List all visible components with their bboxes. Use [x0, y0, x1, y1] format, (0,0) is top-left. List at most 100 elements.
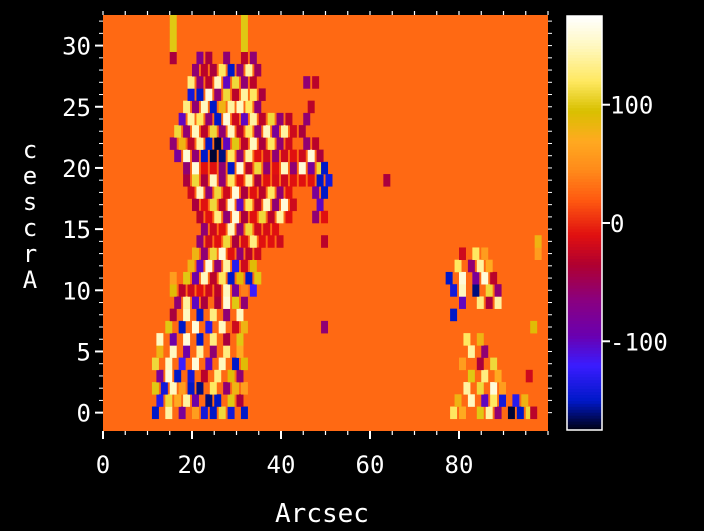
- heatmap-cell: [240, 137, 248, 150]
- heatmap-cell: [307, 100, 315, 114]
- heatmap-cell: [232, 284, 240, 297]
- colorbar-band: [567, 282, 602, 286]
- heatmap-cell: [240, 15, 248, 28]
- heatmap-cell: [249, 186, 257, 199]
- colorbar-band: [567, 39, 602, 44]
- heatmap-cell: [214, 394, 222, 407]
- heatmap-cell: [192, 125, 199, 138]
- heatmap-cell: [530, 320, 538, 334]
- colorbar-band: [567, 205, 602, 209]
- heatmap-cell: [196, 88, 204, 101]
- heatmap-cell: [307, 161, 315, 175]
- heatmap-cell: [494, 406, 502, 420]
- heatmap-cell: [178, 406, 186, 420]
- colorbar-band: [567, 421, 602, 425]
- heatmap-cell: [209, 333, 217, 346]
- heatmap-cell: [494, 284, 502, 297]
- heatmap-cell: [200, 296, 208, 309]
- heatmap-cell: [236, 174, 244, 187]
- colorbar-band: [567, 214, 602, 218]
- heatmap-cell: [227, 223, 235, 236]
- heatmap-cell: [169, 51, 177, 65]
- heatmap-cell: [232, 259, 240, 273]
- heatmap-cell: [450, 308, 458, 322]
- colorbar-tick-label: 100: [610, 92, 653, 120]
- heatmap-cell: [196, 235, 204, 248]
- colorbar-band: [567, 18, 602, 23]
- colorbar-band: [567, 208, 602, 212]
- heatmap-cell: [232, 137, 240, 150]
- heatmap-cell: [249, 137, 257, 150]
- heatmap-cell: [183, 394, 191, 407]
- y-tick-label: 30: [62, 33, 91, 61]
- heatmap-cell: [316, 198, 324, 212]
- heatmap-cell: [183, 125, 191, 138]
- heatmap-cell: [321, 186, 329, 199]
- heatmap-cell: [249, 259, 257, 273]
- heatmap-cell: [218, 149, 226, 163]
- heatmap-cell: [227, 161, 235, 175]
- heatmap-cell: [267, 112, 275, 126]
- heatmap-cell: [200, 198, 208, 212]
- heatmap-cell: [240, 357, 248, 371]
- heatmap-cell: [307, 174, 315, 187]
- heatmap-cell: [156, 394, 164, 407]
- heatmap-cell: [183, 308, 191, 322]
- heatmap-cell: [214, 284, 222, 297]
- heatmap-cell: [227, 406, 235, 420]
- heatmap-cell: [245, 125, 253, 138]
- colorbar-band: [567, 370, 602, 375]
- colorbar-band: [567, 16, 602, 20]
- heatmap-cell: [183, 100, 191, 114]
- colorbar-band: [567, 258, 602, 262]
- heatmap-cell: [254, 247, 262, 261]
- heatmap-cell: [312, 210, 320, 224]
- heatmap-cell: [223, 308, 231, 322]
- heatmap-cell: [205, 88, 213, 101]
- heatmap-cell: [196, 284, 204, 297]
- heatmap-cell: [196, 112, 204, 126]
- colorbar-band: [567, 160, 602, 165]
- heatmap-cell: [183, 345, 191, 358]
- heatmap-cell: [258, 88, 266, 101]
- heatmap-cell: [272, 174, 280, 187]
- heatmap-cell: [200, 161, 208, 175]
- colorbar-band: [567, 264, 602, 268]
- colorbar-band: [567, 424, 602, 428]
- heatmap-cell: [476, 333, 484, 346]
- heatmap-cell: [178, 112, 186, 126]
- colorbar-band: [567, 175, 602, 180]
- colorbar-band: [567, 228, 602, 233]
- heatmap-cell: [490, 382, 498, 395]
- colorbar-band: [567, 347, 602, 351]
- heatmap-cell: [214, 235, 222, 248]
- heatmap-cell: [267, 137, 275, 150]
- heatmap-cell: [281, 161, 288, 175]
- heatmap-cell: [281, 198, 288, 212]
- heatmap-cell: [192, 320, 199, 334]
- heatmap-cell: [223, 345, 231, 358]
- heatmap-cell: [151, 406, 159, 420]
- colorbar-tick-label: 0: [610, 210, 624, 238]
- heatmap-cell: [205, 357, 213, 371]
- colorbar-band: [567, 199, 602, 203]
- heatmap-cell: [232, 112, 240, 126]
- heatmap-cell: [218, 406, 226, 420]
- heatmap-cell: [263, 223, 271, 236]
- heatmap-cell: [209, 198, 217, 212]
- heatmap-cell: [298, 161, 306, 175]
- heatmap-cell: [223, 333, 231, 346]
- heatmap-cell: [227, 125, 235, 138]
- heatmap-cell: [165, 357, 173, 371]
- heatmap-cell: [316, 149, 324, 163]
- heatmap-cell: [240, 296, 248, 309]
- colorbar-band: [567, 63, 602, 67]
- heatmap-cell: [249, 76, 257, 89]
- heatmap-cell: [485, 259, 493, 273]
- heatmap-cell: [236, 100, 244, 114]
- heatmap-cell: [490, 357, 498, 371]
- heatmap-cell: [240, 39, 248, 53]
- heatmap-cell: [183, 296, 191, 309]
- heatmap-cell: [236, 125, 244, 138]
- colorbar-band: [567, 394, 602, 398]
